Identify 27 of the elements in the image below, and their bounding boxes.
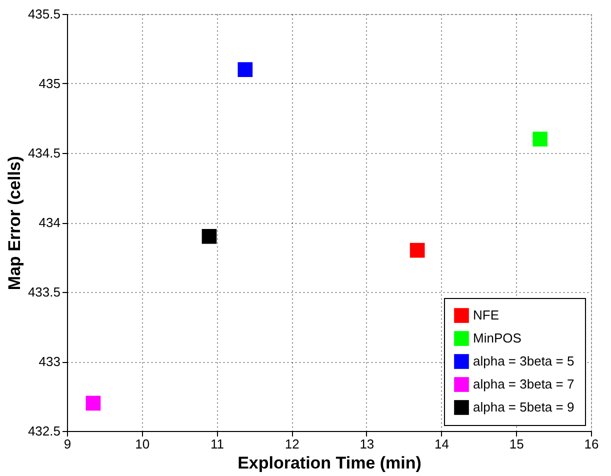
y-tick-label: 433.5 [28,284,60,300]
legend-label: alpha = 3beta = 5 [473,354,574,368]
y-tick-label: 435 [38,76,60,91]
y-tick-label: 433 [38,354,60,369]
x-tick-label: 14 [434,436,450,452]
y-axis-title: Map Error (cells) [4,156,24,290]
x-tick-label: 11 [210,436,224,452]
x-tick-label: 10 [135,436,150,452]
legend-label: alpha = 5beta = 9 [473,400,574,414]
x-axis-title: Exploration Time (min) [238,454,422,472]
y-tick-label: 432.5 [28,424,60,438]
point [410,242,425,258]
x-tick-label: 15 [509,436,524,452]
point [532,132,548,147]
y-tick-label: 435.5 [28,6,60,22]
point [86,396,101,411]
x-tick-label: 13 [360,436,374,452]
point [202,228,217,244]
legend-label: alpha = 3beta = 7 [473,376,574,392]
x-tick-label: 12 [284,436,300,452]
x-tick-label: 9 [64,436,72,452]
point [238,62,253,78]
legend-label: MinPOS [473,330,522,346]
x-tick-label: 16 [584,436,599,452]
y-tick-label: 434.5 [28,146,60,160]
legend-label: NFE [473,308,500,322]
y-tick-label: 434 [38,215,60,230]
